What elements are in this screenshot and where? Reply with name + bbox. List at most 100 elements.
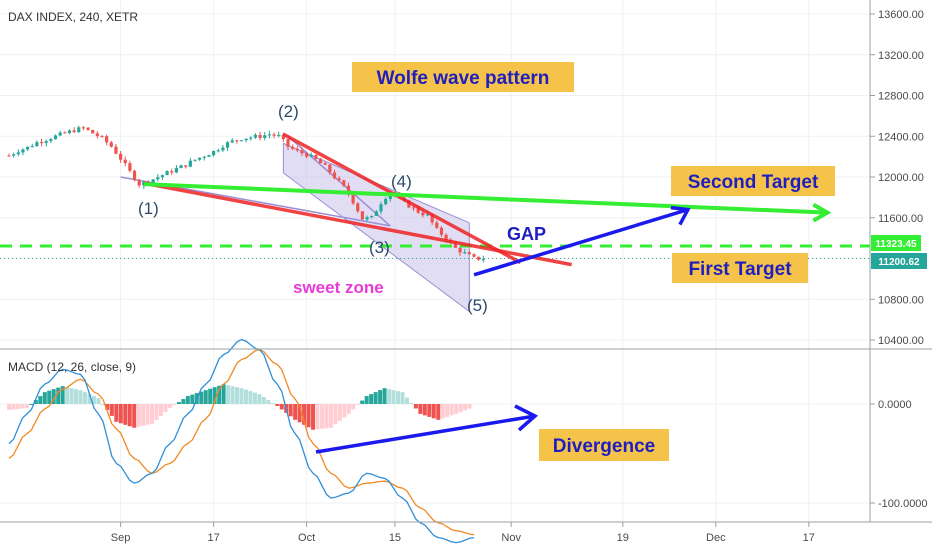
macd-histogram-bar: [252, 392, 257, 404]
macd-histogram-bar: [78, 390, 83, 404]
candle-body: [328, 164, 332, 173]
candle-body: [160, 175, 165, 178]
macd-histogram-bar: [297, 404, 302, 423]
candle-body: [439, 227, 444, 235]
candle-body: [421, 212, 425, 216]
candle-body: [221, 147, 225, 151]
macd-histogram-bar: [445, 404, 450, 417]
macd-histogram-bar: [132, 404, 137, 428]
macd-histogram-bar: [400, 392, 405, 404]
wolfe-wave-title: Wolfe wave pattern: [377, 68, 550, 89]
candle-body: [365, 217, 369, 220]
candle-body: [165, 171, 169, 176]
candle-body: [272, 134, 276, 136]
macd-histogram-bar: [208, 388, 213, 404]
candle-body: [263, 135, 267, 138]
macd-tick-label: 0.0000: [878, 399, 912, 411]
macd-histogram-bar: [369, 394, 374, 404]
candle-body: [416, 207, 420, 213]
macd-histogram-bar: [387, 389, 392, 404]
macd-histogram-bar: [463, 404, 468, 411]
candle-body: [184, 165, 188, 167]
macd-histogram-bar: [127, 404, 132, 427]
macd-histogram-bar: [342, 404, 347, 418]
macd-histogram-bar: [391, 390, 396, 404]
divergence-label: Divergence: [553, 436, 655, 457]
last-price-value: 11200.62: [878, 257, 920, 268]
candle-body: [67, 130, 72, 133]
macd-histogram-bar: [243, 389, 248, 404]
candle-body: [86, 127, 90, 130]
macd-histogram-bar: [42, 392, 47, 404]
macd-histogram-bar: [440, 404, 445, 419]
macd-histogram-bar: [431, 404, 436, 419]
time-tick-label: 15: [389, 532, 401, 544]
macd-histogram-bar: [288, 404, 293, 417]
candle-body: [44, 141, 48, 143]
macd-histogram-bar: [311, 404, 316, 430]
candle-body: [21, 149, 25, 153]
candle-body: [477, 256, 481, 260]
macd-histogram-bar: [74, 389, 79, 404]
macd-histogram-bar: [328, 404, 333, 428]
candle-body: [342, 180, 346, 186]
second-target-label: Second Target: [688, 172, 819, 193]
candle-body: [105, 136, 109, 143]
macd-histogram-bar: [109, 404, 114, 416]
candle-body: [77, 127, 81, 133]
price-tick-label: 12400.00: [878, 131, 924, 143]
time-tick-label: 17: [207, 532, 219, 544]
candle-body: [411, 207, 416, 209]
candle-body: [467, 252, 471, 255]
wolfe-wave-title-box: Wolfe wave pattern: [352, 62, 574, 92]
candle-body: [95, 133, 99, 137]
macd-indicator: [7, 338, 539, 544]
macd-histogram-bar: [51, 389, 56, 404]
divergence-arrow: [315, 414, 536, 454]
macd-histogram-bar: [230, 386, 235, 404]
gap-label: GAP: [507, 224, 546, 244]
candle-body: [318, 158, 323, 164]
candle-body: [119, 153, 123, 160]
macd-histogram-bar: [458, 404, 463, 413]
candle-body: [188, 160, 192, 167]
sweet-zone-label: sweet zone: [293, 278, 384, 297]
candle-body: [202, 156, 206, 158]
candle-body: [179, 165, 183, 169]
candle-body: [337, 178, 341, 181]
macd-histogram-bar: [190, 394, 195, 404]
candle-body: [137, 180, 141, 186]
macd-histogram-bar: [395, 391, 400, 404]
macd-histogram-bar: [38, 396, 43, 404]
macd-histogram-bar: [181, 399, 186, 404]
macd-histogram-bar: [172, 404, 177, 405]
macd-histogram-bar: [413, 404, 418, 409]
macd-histogram-bar: [270, 403, 275, 405]
macd-histogram-bar: [266, 400, 271, 404]
macd-histogram-bar: [91, 396, 96, 404]
macd-histogram-bar: [163, 404, 168, 412]
trend-lines: [0, 132, 870, 277]
candle-body: [481, 259, 485, 261]
macd-histogram-bar: [60, 386, 65, 404]
macd-histogram-bar: [199, 391, 204, 404]
macd-histogram-bar: [212, 387, 217, 404]
green-arrow-head: [812, 202, 832, 223]
macd-histogram-bar: [11, 404, 16, 410]
macd-histogram-bar: [7, 404, 11, 410]
macd-pane: [0, 350, 870, 522]
candle-body: [207, 155, 211, 157]
candle-body: [193, 159, 197, 161]
candle-body: [444, 234, 448, 240]
candle-body: [49, 139, 53, 142]
macd-histogram-bar: [351, 404, 356, 410]
macd-histogram-bar: [145, 404, 150, 425]
candle-body: [58, 132, 62, 136]
macd-histogram-bar: [306, 404, 311, 428]
candle-body: [291, 146, 295, 149]
candle-body: [39, 142, 44, 144]
macd-histogram-bar: [141, 404, 146, 426]
macd-histogram-bar: [105, 404, 110, 410]
green-target-line: [143, 182, 828, 215]
macd-axis-ticks: 0.0000 -100.0000: [870, 399, 928, 510]
